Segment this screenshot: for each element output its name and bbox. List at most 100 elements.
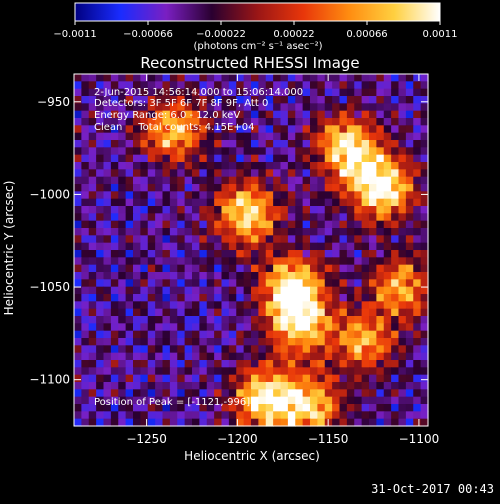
heatmap-cell xyxy=(273,235,282,244)
heatmap-cell xyxy=(302,389,311,398)
heatmap-cell xyxy=(302,330,311,339)
heatmap-cell xyxy=(339,169,348,178)
heatmap-cell xyxy=(169,286,178,295)
heatmap-cell xyxy=(184,228,193,236)
heatmap-cell xyxy=(206,418,215,427)
heatmap-cell xyxy=(81,360,90,368)
heatmap-cell xyxy=(162,294,171,302)
heatmap-cell xyxy=(110,213,119,222)
heatmap-cell xyxy=(96,132,105,141)
heatmap-cell xyxy=(287,418,296,427)
heatmap-cell xyxy=(369,374,377,383)
heatmap-cell xyxy=(324,74,333,82)
heatmap-cell xyxy=(258,132,267,141)
heatmap-cell xyxy=(118,396,127,405)
heatmap-cell xyxy=(265,316,274,324)
heatmap-cell xyxy=(354,389,363,398)
heatmap-cell xyxy=(287,81,296,90)
heatmap-cell xyxy=(118,147,127,156)
plot-frame xyxy=(73,73,429,427)
heatmap-cell xyxy=(376,213,385,222)
heatmap-cell xyxy=(214,330,223,339)
heatmap-cell xyxy=(280,374,289,383)
heatmap-cell xyxy=(287,316,296,324)
heatmap-cell xyxy=(110,96,119,104)
heatmap-cell xyxy=(413,220,422,229)
heatmap-cell xyxy=(383,279,392,288)
heatmap-cell xyxy=(103,235,112,244)
heatmap-cell xyxy=(376,125,385,134)
heatmap-cell xyxy=(133,154,141,163)
heatmap-cell xyxy=(317,286,326,295)
heatmap-cell xyxy=(339,176,348,185)
heatmap-cell xyxy=(103,125,112,134)
heatmap-cell xyxy=(287,147,296,156)
heatmap-cell xyxy=(391,140,400,148)
heatmap-cell xyxy=(162,184,171,192)
heatmap-cell xyxy=(317,250,326,258)
heatmap-cell xyxy=(88,338,97,346)
heatmap-cell xyxy=(192,345,200,354)
heatmap-cell xyxy=(310,169,318,178)
heatmap-cell xyxy=(346,345,355,354)
heatmap-cell xyxy=(214,132,223,141)
heatmap-cell xyxy=(221,228,230,236)
heatmap-cell xyxy=(383,206,392,214)
heatmap-cell xyxy=(192,301,200,310)
heatmap-cell xyxy=(96,316,105,324)
heatmap-cell xyxy=(184,96,193,104)
heatmap-cell xyxy=(391,191,400,200)
heatmap-cell xyxy=(74,206,82,214)
heatmap-cell xyxy=(405,418,414,427)
heatmap-cell xyxy=(413,206,422,214)
heatmap-cell xyxy=(258,74,267,82)
heatmap-cell xyxy=(177,272,186,280)
heatmap-cell xyxy=(169,176,178,185)
heatmap-cell xyxy=(103,103,112,112)
heatmap-cell xyxy=(339,382,348,390)
heatmap-cell xyxy=(265,396,274,405)
heatmap-cell xyxy=(251,147,259,156)
heatmap-cell xyxy=(398,213,407,222)
heatmap-cell xyxy=(162,279,171,288)
heatmap-cell xyxy=(317,272,326,280)
heatmap-cell xyxy=(88,250,97,258)
heatmap-cell xyxy=(169,103,178,112)
heatmap-cell xyxy=(88,176,97,185)
heatmap-cell xyxy=(265,389,274,398)
heatmap-cell xyxy=(324,88,333,97)
heatmap-cell xyxy=(103,147,112,156)
heatmap-cell xyxy=(310,118,318,126)
heatmap-cell xyxy=(310,345,318,354)
heatmap-cell xyxy=(118,338,127,346)
heatmap-cell xyxy=(192,382,200,390)
heatmap-cell xyxy=(398,132,407,141)
heatmap-cell xyxy=(369,367,377,376)
heatmap-cell xyxy=(125,418,134,427)
heatmap-cell xyxy=(332,286,341,295)
heatmap-cell xyxy=(103,118,112,126)
heatmap-cell xyxy=(192,418,200,427)
heatmap-cell xyxy=(125,330,134,339)
heatmap-cell xyxy=(133,396,141,405)
heatmap-cell xyxy=(310,213,318,222)
heatmap-cell xyxy=(398,279,407,288)
heatmap-cell xyxy=(251,389,259,398)
heatmap-cell xyxy=(258,242,267,251)
heatmap-cell xyxy=(383,198,392,207)
heatmap-cell xyxy=(221,250,230,258)
heatmap-cell xyxy=(162,330,171,339)
heatmap-cell xyxy=(302,88,311,97)
heatmap-cell xyxy=(81,162,90,170)
heatmap-cell xyxy=(199,162,208,170)
heatmap-cell xyxy=(310,352,318,361)
heatmap-cell xyxy=(214,257,223,266)
heatmap-cell xyxy=(243,389,252,398)
heatmap-cell xyxy=(280,110,289,119)
heatmap-cell xyxy=(280,81,289,90)
heatmap-cell xyxy=(155,96,164,104)
heatmap-cell xyxy=(383,74,392,82)
heatmap-cell xyxy=(184,389,193,398)
heatmap-cell xyxy=(361,257,370,266)
heatmap-cell xyxy=(103,330,112,339)
